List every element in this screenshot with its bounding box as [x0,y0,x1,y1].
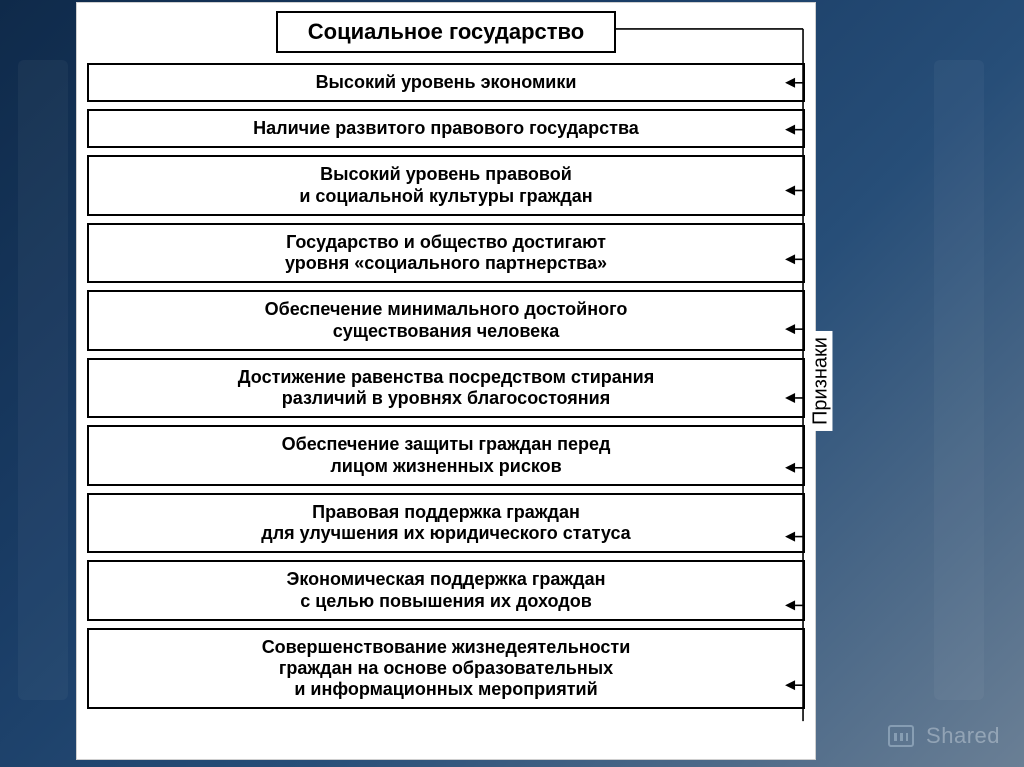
item-text: Правовая поддержка граждан для улучшения… [101,502,791,544]
side-label: Признаки [810,331,833,431]
title-box: Социальное государство [276,11,616,53]
items-column: Высокий уровень экономики Наличие развит… [87,63,805,709]
item-box: Экономическая поддержка граждан с целью … [87,560,805,620]
item-text: Обеспечение минимального достойного суще… [101,299,791,341]
diagram-slide: Социальное государство Высокий уровень э… [76,2,816,760]
presentation-icon [888,725,914,747]
item-text: Совершенствование жизнедеятельности граж… [101,637,791,701]
item-box: Правовая поддержка граждан для улучшения… [87,493,805,553]
item-text: Обеспечение защиты граждан перед лицом ж… [101,434,791,476]
item-text: Наличие развитого правового государства [101,118,791,139]
item-box: Высокий уровень экономики [87,63,805,102]
watermark: Shared [888,723,1000,749]
item-box: Высокий уровень правовой и социальной ку… [87,155,805,215]
item-box: Совершенствование жизнедеятельности граж… [87,628,805,710]
item-text: Высокий уровень экономики [101,72,791,93]
item-text: Экономическая поддержка граждан с целью … [101,569,791,611]
item-box: Обеспечение минимального достойного суще… [87,290,805,350]
item-text: Государство и общество достигают уровня … [101,232,791,274]
title-text: Социальное государство [308,19,584,45]
item-box: Достижение равенства посредством стирани… [87,358,805,418]
item-box: Обеспечение защиты граждан перед лицом ж… [87,425,805,485]
item-box: Государство и общество достигают уровня … [87,223,805,283]
item-box: Наличие развитого правового государства [87,109,805,148]
item-text: Достижение равенства посредством стирани… [101,367,791,409]
item-text: Высокий уровень правовой и социальной ку… [101,164,791,206]
watermark-text: Shared [926,723,1000,749]
